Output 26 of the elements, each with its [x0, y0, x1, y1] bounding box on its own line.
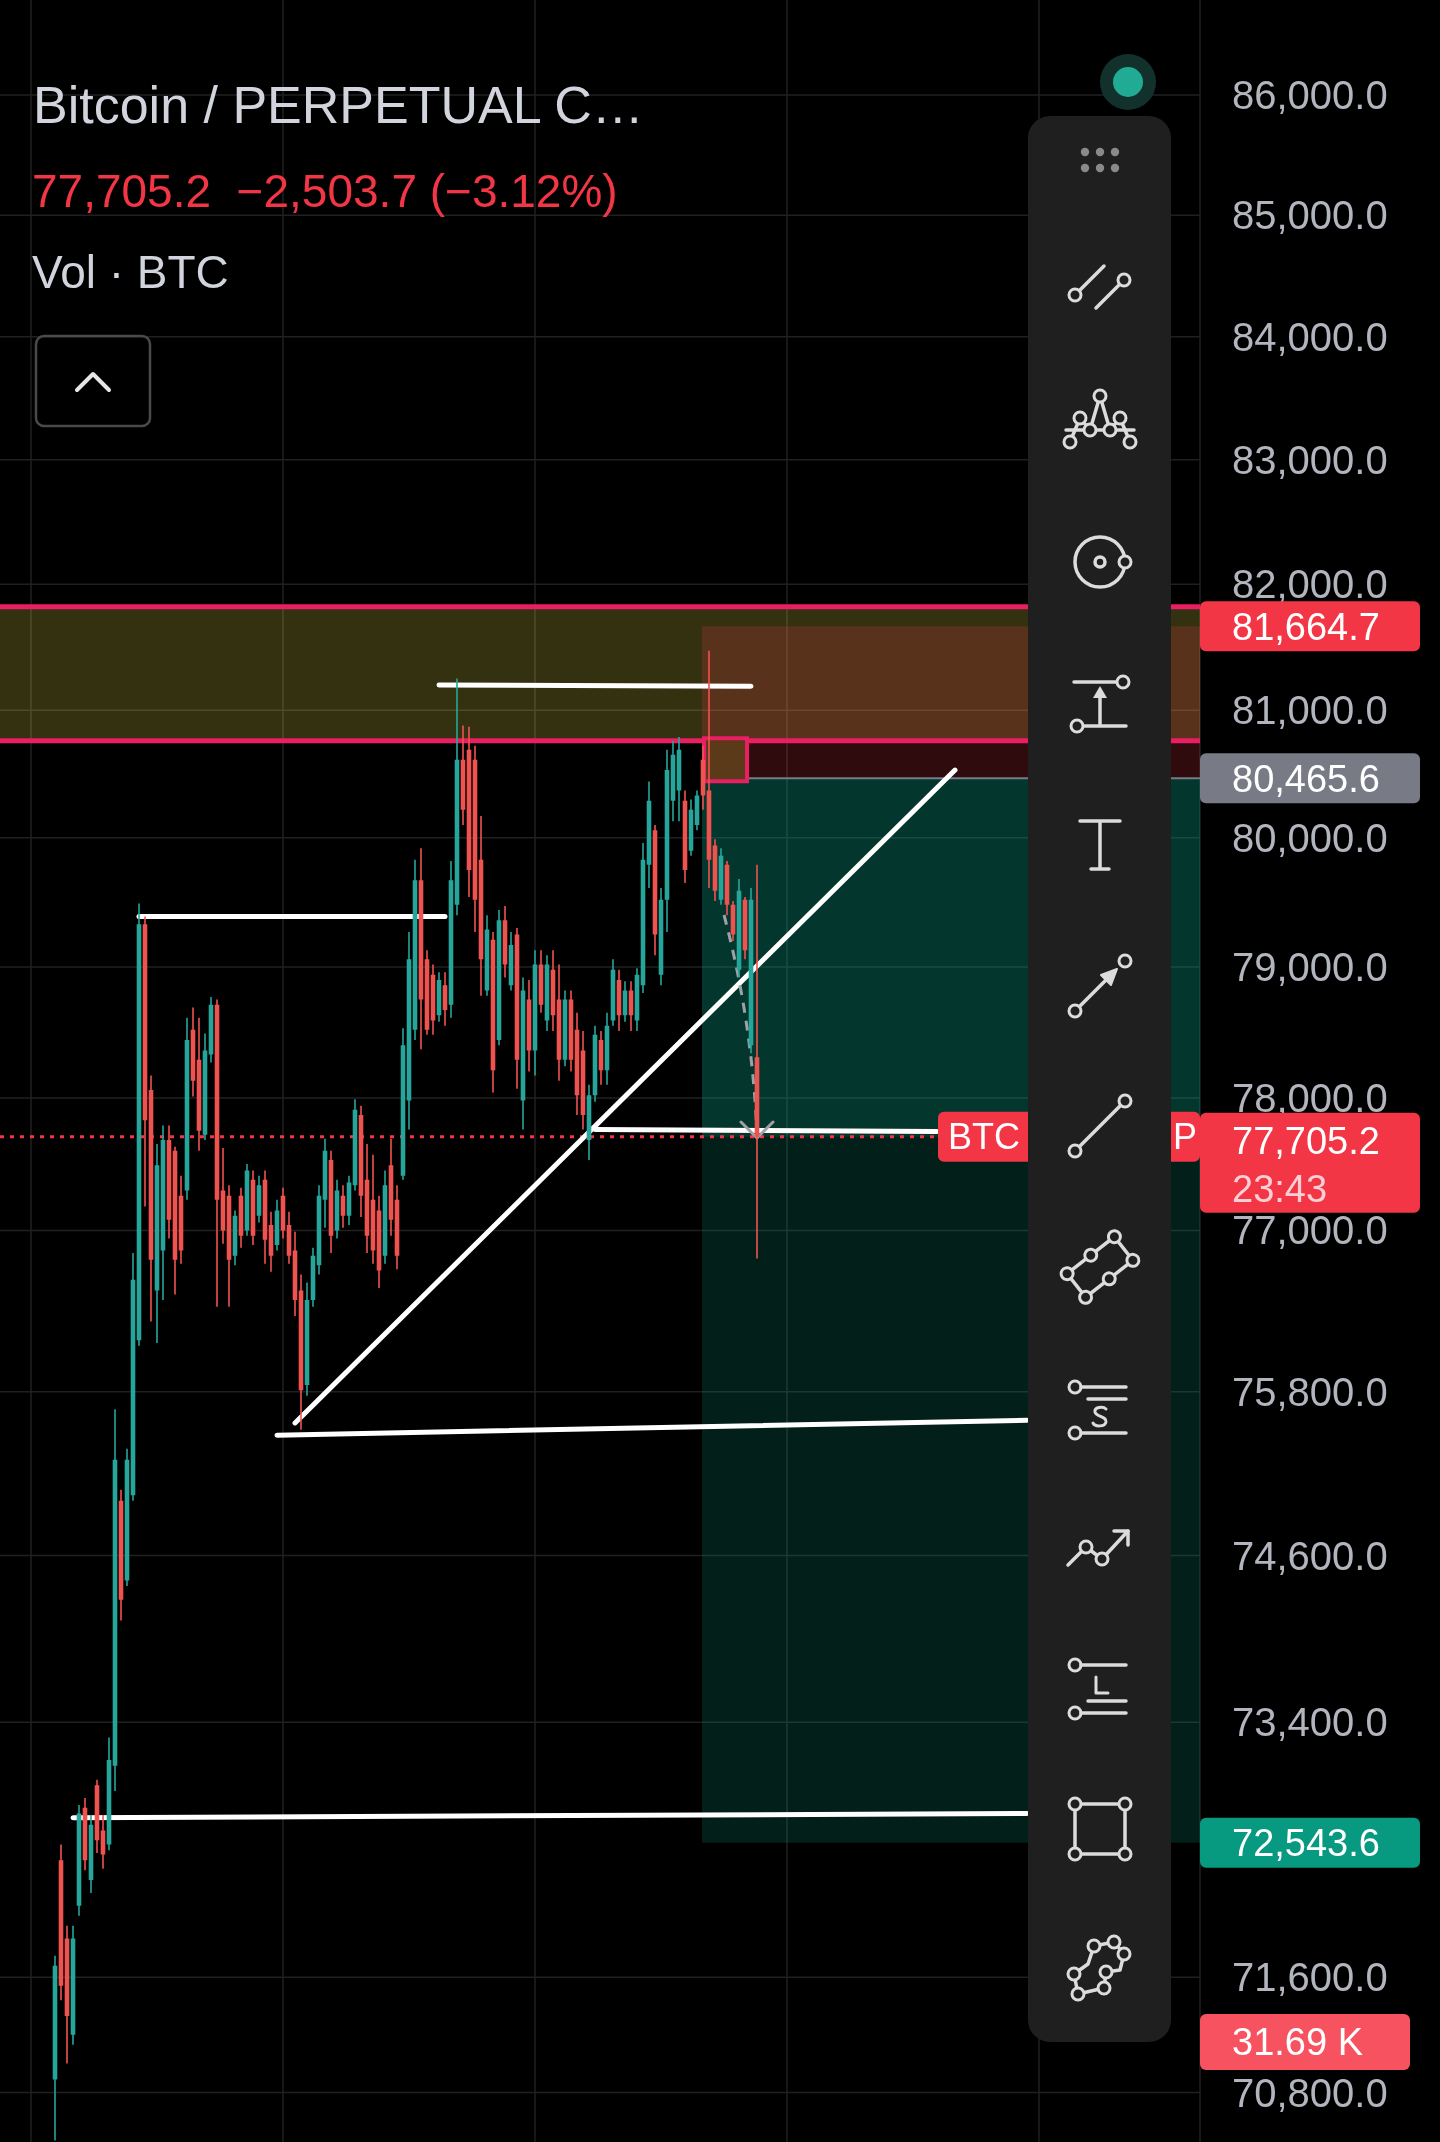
band-label: 72,543.6 [1232, 1822, 1380, 1864]
y-tick-label: 85,000.0 [1232, 193, 1388, 238]
annotation: Vol · BTC [32, 246, 229, 298]
ref-line-label: 80,465.6 [1232, 757, 1380, 800]
y-tick-label: 73,400.0 [1232, 1700, 1388, 1745]
y-tick-label: 71,600.0 [1232, 1955, 1388, 2000]
text: Bitcoin / PERPETUAL C… [33, 76, 644, 134]
y-tick-label: 82,000.0 [1232, 562, 1388, 607]
text: 23:43 [1232, 1168, 1328, 1211]
ref-line-label: 77,705.2 [1232, 1120, 1380, 1163]
y-tick-label: 75,800.0 [1232, 1369, 1388, 1414]
y-tick-label: 78,000.0 [1232, 1075, 1388, 1120]
y-tick-label: 84,000.0 [1232, 314, 1388, 359]
text: 31.69 K [1232, 2021, 1363, 2064]
y-tick-label: 86,000.0 [1232, 73, 1388, 118]
text: P [1172, 1116, 1197, 1158]
y-tick-label: 80,000.0 [1232, 815, 1388, 860]
y-tick-label: 74,600.0 [1232, 1533, 1388, 1578]
y-tick-label: 79,000.0 [1232, 945, 1388, 990]
y-tick-label: 81,000.0 [1232, 688, 1388, 733]
y-tick-label: 70,800.0 [1232, 2070, 1388, 2115]
annotation: BTC [948, 1116, 1020, 1158]
y-tick-label: 77,000.0 [1232, 1208, 1388, 1253]
band-label: 81,664.7 [1232, 605, 1380, 648]
text: 77,705.2 −2,503.7 (−3.12%) [32, 165, 618, 217]
y-tick-label: 83,000.0 [1232, 437, 1388, 482]
